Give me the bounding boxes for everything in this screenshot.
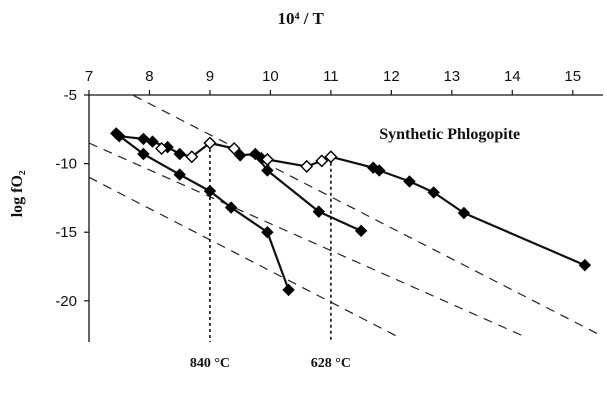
x-tick-label: 11: [323, 68, 339, 85]
filled-diamond-point: [233, 149, 247, 162]
open-diamond-point: [315, 154, 329, 168]
filled-diamond-point: [113, 129, 126, 143]
open-diamond-point: [155, 142, 169, 156]
filled-diamond-point: [282, 283, 295, 297]
data-points: [110, 127, 592, 297]
x-tick-label: 8: [145, 68, 153, 85]
reference-line-1: [131, 95, 603, 338]
x-tick-label: 10: [262, 68, 279, 85]
filled-diamond-point: [249, 147, 262, 161]
filled-diamond-point: [146, 135, 159, 148]
x-tick-label: 12: [383, 68, 400, 85]
filled-diamond-point: [224, 201, 238, 214]
series-line-3: [261, 155, 586, 267]
open-diamond-point: [324, 150, 338, 164]
filled-diamond-point: [373, 164, 386, 177]
filled-diamond-point: [173, 168, 186, 181]
filled-diamond-point: [578, 258, 592, 272]
chart-text: 10⁴ / T log fO₂ Synthetic Phlogopite 840…: [9, 9, 520, 371]
x-tick-label: 7: [85, 68, 93, 85]
chart-annotation: Synthetic Phlogopite: [379, 126, 520, 143]
y-tick-label: -20: [55, 293, 77, 310]
filled-diamond-point: [403, 175, 416, 188]
x-axis-label: 10⁴ / T: [277, 9, 324, 28]
filled-diamond-point: [203, 184, 217, 198]
x-tick-label: 9: [206, 68, 214, 85]
open-diamond-point: [260, 153, 274, 166]
filled-diamond-point: [427, 186, 440, 199]
open-diamond-point: [300, 159, 314, 173]
filled-diamond-point: [312, 205, 325, 218]
open-diamond-point: [185, 150, 199, 164]
reference-lines: [89, 95, 603, 338]
reference-line-3: [89, 176, 398, 338]
temperature-label: 628 °C: [311, 356, 351, 371]
filled-diamond-point: [354, 224, 368, 238]
filled-diamond-point: [173, 147, 186, 161]
y-axis-label: log fO₂: [9, 170, 26, 217]
y-tick-label: -10: [55, 156, 77, 173]
temperature-markers: [209, 143, 332, 342]
filled-diamond-point: [457, 206, 471, 220]
x-tick-label: 15: [564, 68, 581, 85]
open-diamond-point: [203, 136, 217, 150]
x-tick-label: 14: [504, 68, 521, 85]
temperature-label: 840 °C: [190, 356, 230, 371]
filled-diamond-point: [261, 226, 274, 239]
filled-diamond-point: [261, 164, 274, 177]
axes: 7 8 9 10 11 12 13 14 15 -5 -10 -15 -20: [55, 68, 603, 342]
open-diamond-point: [227, 142, 241, 156]
filled-diamond-point: [137, 147, 150, 161]
y-tick-label: -15: [55, 224, 77, 241]
y-tick-label: -5: [64, 87, 77, 104]
filled-diamond-point: [137, 132, 150, 146]
x-tick-label: 13: [443, 68, 460, 85]
